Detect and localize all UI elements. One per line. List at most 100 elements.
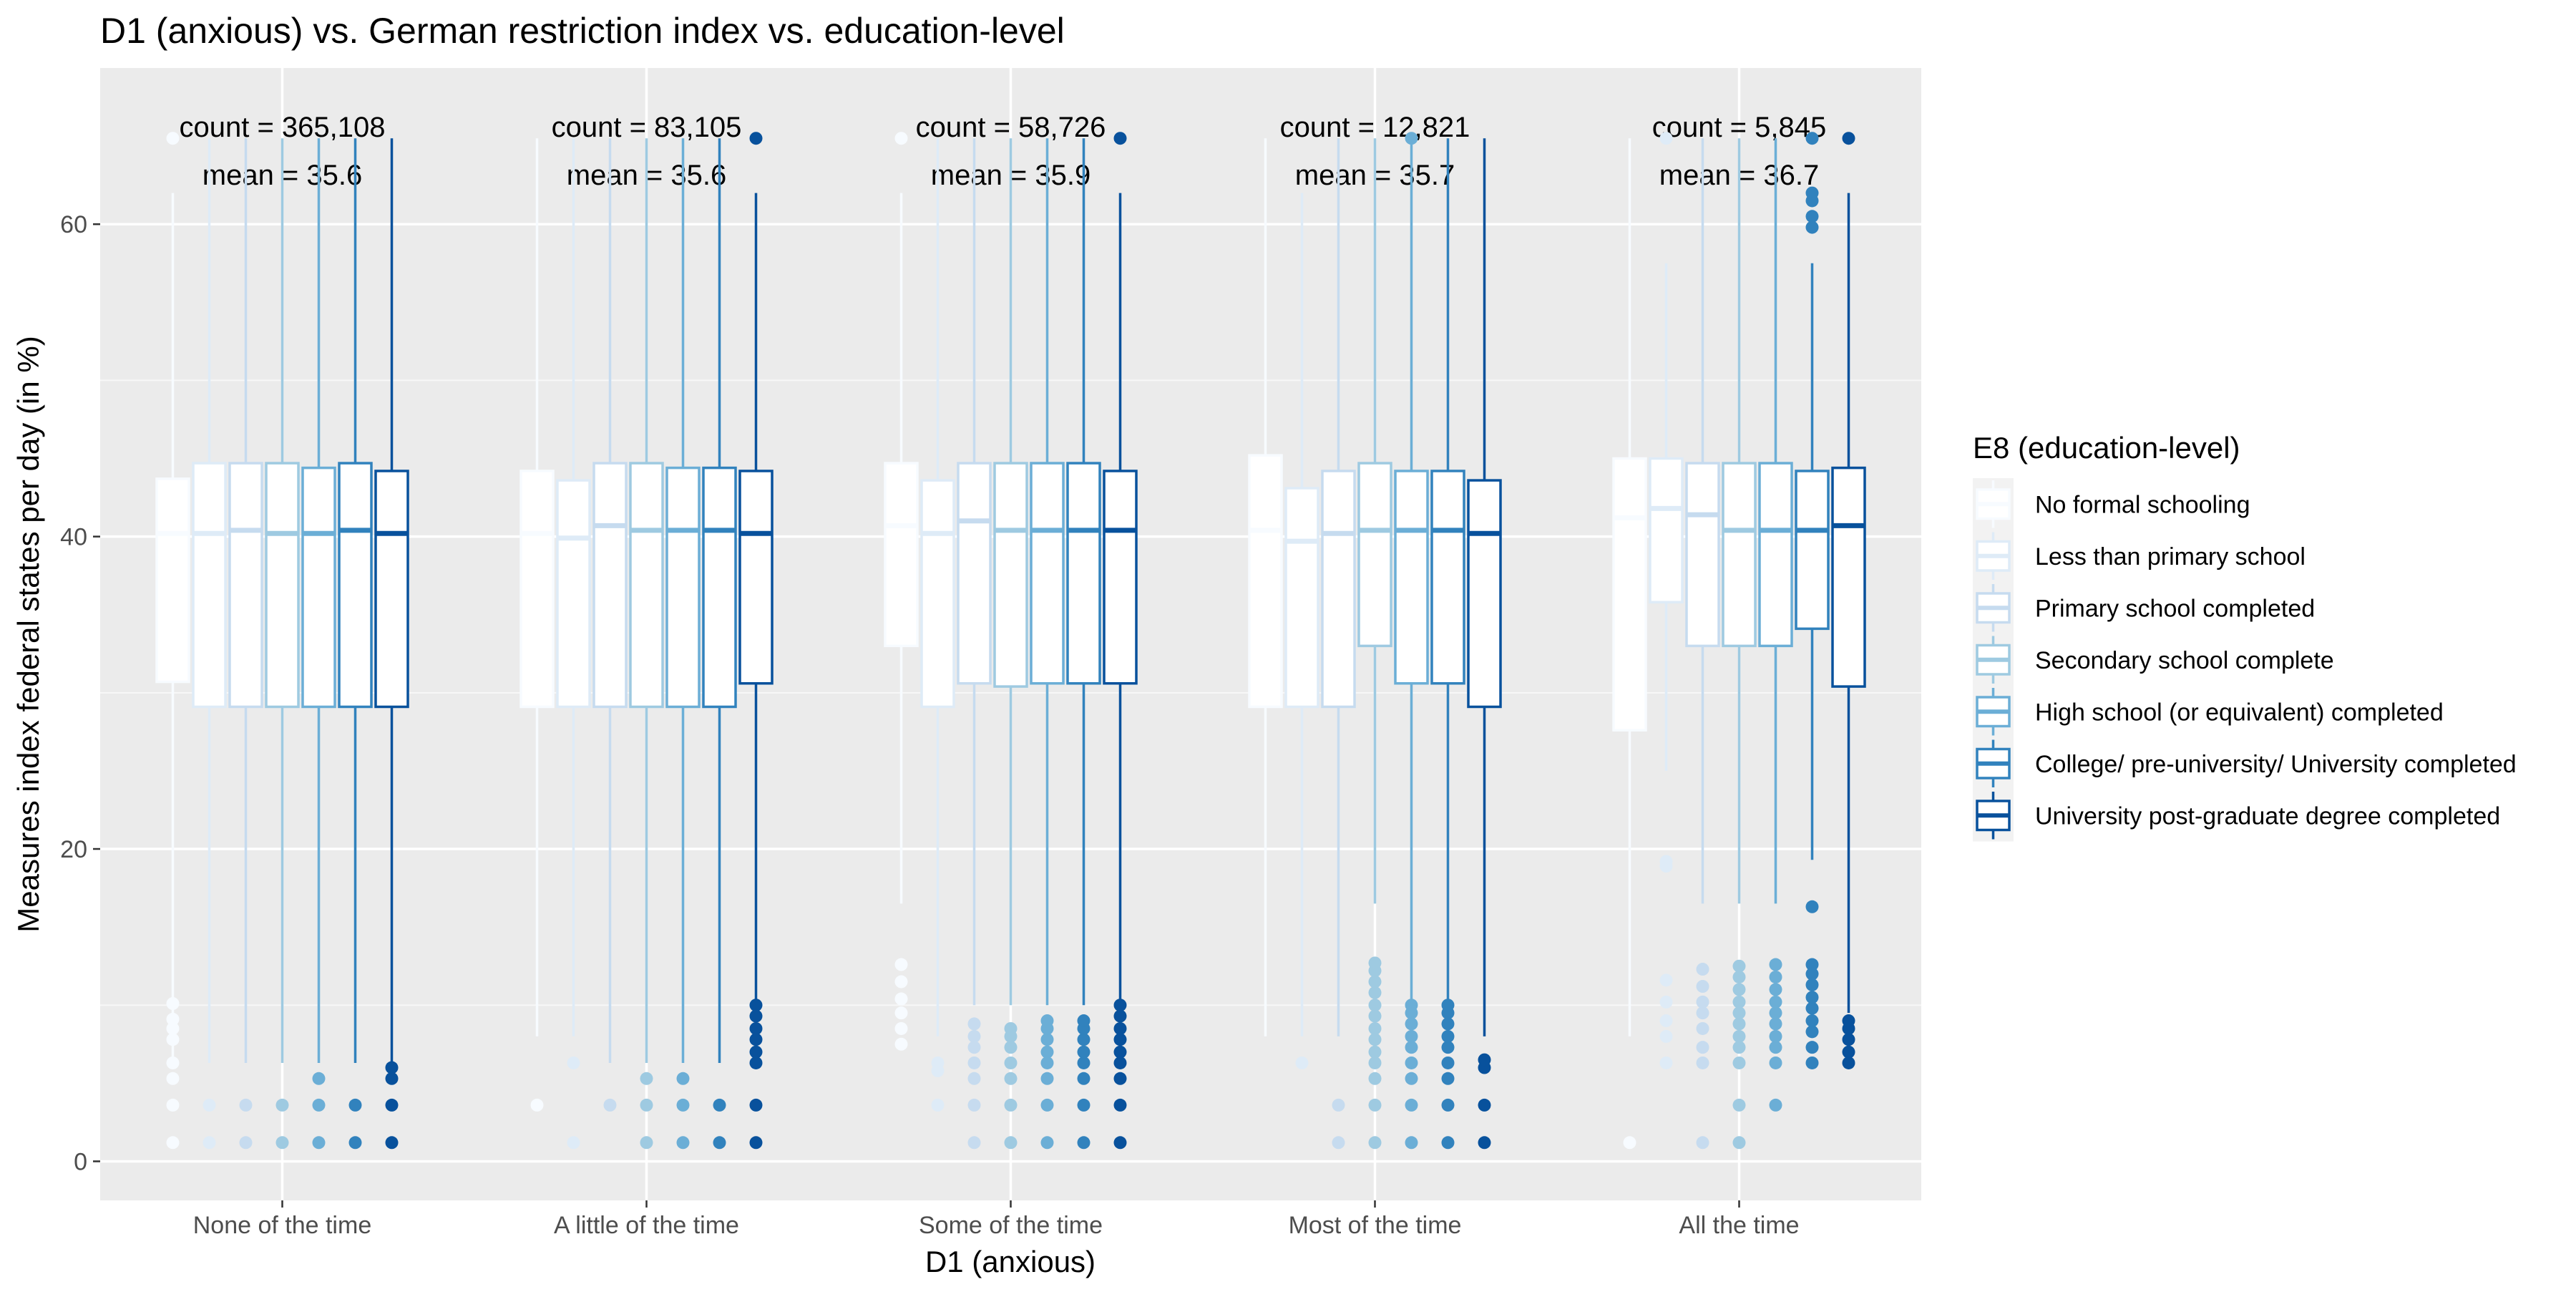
y-tick-label: 40 xyxy=(60,524,87,551)
outlier-point xyxy=(1769,995,1782,1009)
box-0-2 xyxy=(228,138,263,1150)
y-axis-title: Measures index federal states per day (i… xyxy=(11,336,45,932)
outlier-point xyxy=(1696,1056,1709,1069)
outlier-point xyxy=(640,1072,653,1085)
outlier-point xyxy=(967,1041,981,1054)
legend-label: College/ pre-university/ University comp… xyxy=(2035,751,2517,778)
outlier-point xyxy=(1769,1041,1782,1054)
box-2-1 xyxy=(920,138,955,1112)
box-iqr xyxy=(301,466,336,709)
box-iqr xyxy=(338,462,373,709)
outlier-point xyxy=(1113,1098,1127,1112)
outlier-point xyxy=(1732,1006,1746,1020)
box-2-6 xyxy=(1103,132,1138,1150)
outlier-point xyxy=(1769,1098,1782,1112)
outlier-point xyxy=(567,1136,580,1150)
x-tick-label: None of the time xyxy=(193,1212,371,1239)
outlier-point xyxy=(1004,1072,1018,1085)
outlier-point xyxy=(1441,1136,1455,1150)
outlier-point xyxy=(1077,1136,1091,1150)
outlier-point xyxy=(1805,186,1819,200)
outlier-point xyxy=(239,1136,253,1150)
box-iqr xyxy=(1795,470,1830,631)
outlier-point xyxy=(1368,1021,1382,1035)
outlier-point xyxy=(1659,995,1673,1009)
outlier-point xyxy=(1077,1098,1091,1112)
outlier-point xyxy=(312,1072,326,1085)
box-4-0 xyxy=(1612,138,1647,1150)
outlier-point xyxy=(166,1056,180,1069)
outlier-point xyxy=(1113,1033,1127,1046)
outlier-point xyxy=(1696,980,1709,994)
outlier-point xyxy=(1295,1056,1309,1069)
box-2-2 xyxy=(957,138,992,1150)
outlier-point xyxy=(1842,132,1855,145)
outlier-point xyxy=(1368,999,1382,1012)
outlier-point xyxy=(239,1098,253,1112)
outlier-point xyxy=(640,1098,653,1112)
box-iqr xyxy=(1831,466,1866,688)
legend-title: E8 (education-level) xyxy=(1973,431,2240,465)
outlier-point xyxy=(1659,1014,1673,1028)
outlier-point xyxy=(1405,1029,1418,1043)
outlier-point xyxy=(1805,1041,1819,1054)
outlier-point xyxy=(894,958,908,971)
outlier-point xyxy=(1368,1056,1382,1069)
outlier-point xyxy=(1732,1136,1746,1150)
outlier-point xyxy=(894,1037,908,1051)
outlier-point xyxy=(1113,132,1127,145)
outlier-point xyxy=(1405,1056,1418,1069)
outlier-point xyxy=(603,1098,617,1112)
outlier-point xyxy=(166,1072,180,1085)
outlier-point xyxy=(1732,1098,1746,1112)
legend-item: Secondary school complete xyxy=(1976,636,2334,684)
outlier-point xyxy=(1405,132,1418,145)
outlier-point xyxy=(1113,1056,1127,1069)
outlier-point xyxy=(1732,970,1746,983)
box-iqr xyxy=(1321,470,1356,709)
count-label: count = 12,821 xyxy=(1280,112,1470,143)
count-label: count = 5,845 xyxy=(1652,112,1827,143)
box-3-0 xyxy=(1248,138,1283,1036)
box-iqr xyxy=(629,462,664,709)
legend-label: University post-graduate degree complete… xyxy=(2035,802,2500,830)
outlier-point xyxy=(1623,1136,1636,1150)
outlier-point xyxy=(1659,855,1673,868)
outlier-point xyxy=(1732,995,1746,1009)
box-0-3 xyxy=(265,138,300,1150)
box-iqr xyxy=(519,470,555,709)
box-iqr xyxy=(665,466,701,709)
box-iqr xyxy=(1758,462,1793,648)
count-label: count = 58,726 xyxy=(916,112,1106,143)
outlier-point xyxy=(530,1098,544,1112)
outlier-point xyxy=(1040,1014,1054,1028)
box-1-3 xyxy=(629,138,664,1150)
outlier-point xyxy=(1113,1009,1127,1023)
box-iqr xyxy=(1284,487,1319,709)
box-iqr xyxy=(1248,454,1283,709)
outlier-point xyxy=(1805,958,1819,971)
outlier-point xyxy=(1405,1098,1418,1112)
x-tick-label: Some of the time xyxy=(919,1212,1103,1239)
outlier-point xyxy=(1077,1033,1091,1046)
box-1-1 xyxy=(556,138,591,1150)
legend-label: High school (or equivalent) completed xyxy=(2035,699,2444,726)
outlier-point xyxy=(1696,1006,1709,1020)
outlier-point xyxy=(1805,1014,1819,1028)
outlier-point xyxy=(1077,1014,1091,1028)
outlier-point xyxy=(1004,1021,1018,1035)
outlier-point xyxy=(1113,1021,1127,1035)
outlier-point xyxy=(1805,1056,1819,1069)
outlier-point xyxy=(676,1136,690,1150)
legend-label: Secondary school complete xyxy=(2035,647,2334,674)
outlier-point xyxy=(1769,1006,1782,1020)
outlier-point xyxy=(1040,1072,1054,1085)
outlier-point xyxy=(1478,1136,1491,1150)
outlier-point xyxy=(1113,1136,1127,1150)
outlier-point xyxy=(1805,991,1819,1004)
outlier-point xyxy=(275,1098,289,1112)
outlier-point xyxy=(749,1098,763,1112)
chart-title: D1 (anxious) vs. German restriction inde… xyxy=(100,11,1065,51)
outlier-point xyxy=(967,1098,981,1112)
outlier-point xyxy=(166,997,180,1011)
